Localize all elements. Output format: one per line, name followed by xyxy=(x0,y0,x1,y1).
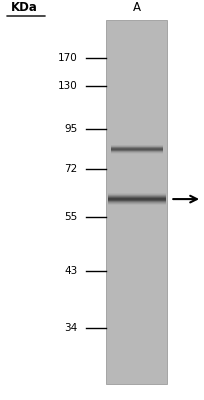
Text: KDa: KDa xyxy=(11,1,38,14)
Text: 170: 170 xyxy=(58,53,78,63)
Bar xyxy=(106,20,167,384)
Text: A: A xyxy=(133,1,141,14)
Text: 72: 72 xyxy=(64,164,78,174)
Text: 43: 43 xyxy=(64,266,78,276)
Text: 55: 55 xyxy=(64,212,78,222)
Text: 95: 95 xyxy=(64,124,78,134)
Text: 130: 130 xyxy=(58,80,78,90)
Text: 34: 34 xyxy=(64,322,78,332)
